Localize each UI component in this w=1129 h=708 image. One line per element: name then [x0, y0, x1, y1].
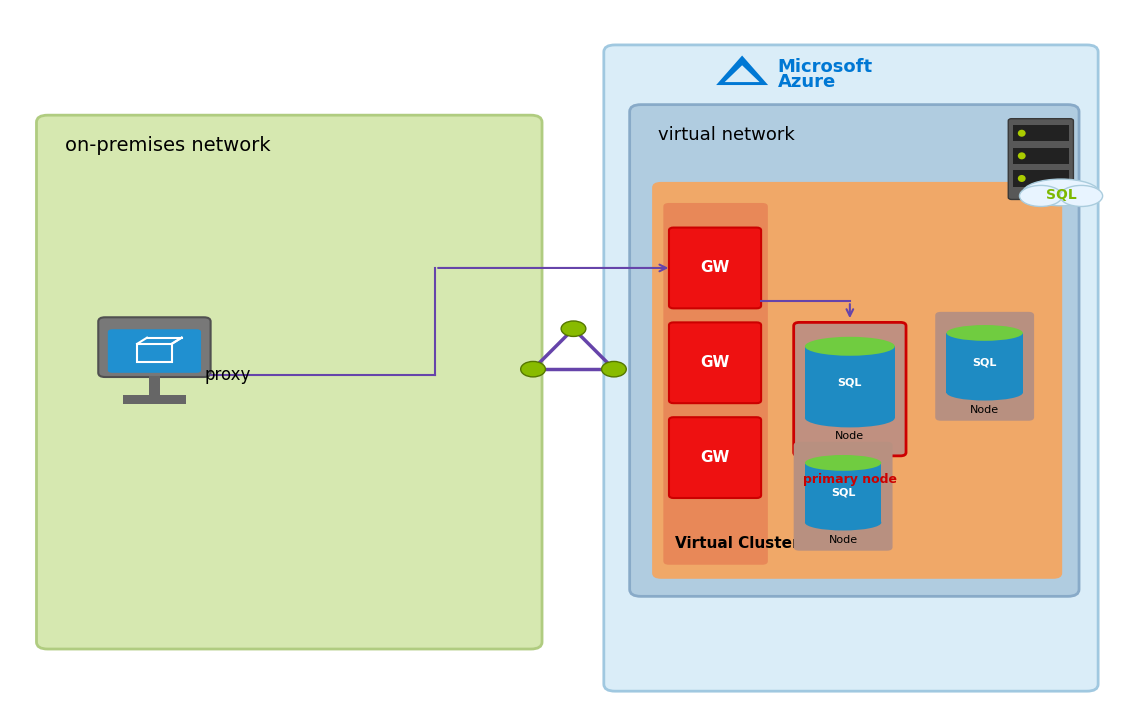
- Text: GW: GW: [700, 261, 729, 275]
- Text: Node: Node: [835, 430, 865, 440]
- Ellipse shape: [1023, 179, 1100, 206]
- Circle shape: [561, 321, 586, 336]
- Bar: [149, 376, 160, 398]
- Ellipse shape: [1060, 185, 1103, 207]
- Text: Azure: Azure: [778, 73, 835, 91]
- Bar: [1013, 125, 1069, 142]
- Bar: [805, 463, 882, 523]
- Ellipse shape: [946, 325, 1023, 341]
- Ellipse shape: [1018, 175, 1025, 182]
- FancyBboxPatch shape: [1008, 119, 1074, 200]
- Ellipse shape: [805, 515, 882, 530]
- Bar: [1013, 148, 1069, 164]
- Bar: [137, 344, 172, 362]
- Text: GW: GW: [700, 450, 729, 465]
- Circle shape: [602, 362, 627, 377]
- FancyBboxPatch shape: [653, 182, 1062, 578]
- Text: primary node: primary node: [803, 474, 896, 486]
- FancyBboxPatch shape: [794, 322, 907, 456]
- FancyBboxPatch shape: [669, 322, 761, 403]
- FancyBboxPatch shape: [604, 45, 1099, 691]
- Text: virtual network: virtual network: [658, 126, 795, 144]
- Polygon shape: [716, 55, 768, 85]
- Bar: [946, 333, 1023, 393]
- Ellipse shape: [1018, 152, 1025, 159]
- Bar: [123, 395, 186, 404]
- Text: Node: Node: [829, 535, 858, 545]
- Ellipse shape: [805, 409, 895, 428]
- Ellipse shape: [1019, 185, 1062, 207]
- FancyBboxPatch shape: [935, 312, 1034, 421]
- FancyBboxPatch shape: [98, 317, 211, 377]
- Ellipse shape: [946, 384, 1023, 401]
- Polygon shape: [725, 65, 760, 82]
- FancyBboxPatch shape: [108, 329, 201, 373]
- Text: GW: GW: [700, 355, 729, 370]
- FancyBboxPatch shape: [794, 442, 893, 551]
- FancyBboxPatch shape: [630, 105, 1079, 596]
- Ellipse shape: [805, 337, 895, 355]
- Text: SQL: SQL: [1045, 188, 1076, 202]
- Text: on-premises network: on-premises network: [64, 136, 270, 155]
- Text: Node: Node: [970, 405, 999, 416]
- Text: Microsoft: Microsoft: [778, 59, 873, 76]
- FancyBboxPatch shape: [664, 203, 768, 565]
- FancyBboxPatch shape: [669, 417, 761, 498]
- FancyBboxPatch shape: [669, 227, 761, 309]
- Text: proxy: proxy: [205, 366, 252, 384]
- Ellipse shape: [1018, 130, 1025, 137]
- Text: SQL: SQL: [831, 488, 856, 498]
- Bar: [805, 346, 895, 418]
- Ellipse shape: [805, 455, 882, 471]
- Text: SQL: SQL: [838, 377, 863, 387]
- Text: Virtual Cluster: Virtual Cluster: [675, 536, 799, 551]
- FancyBboxPatch shape: [36, 115, 542, 649]
- Text: SQL: SQL: [972, 358, 997, 367]
- Bar: [1013, 171, 1069, 186]
- Circle shape: [520, 362, 545, 377]
